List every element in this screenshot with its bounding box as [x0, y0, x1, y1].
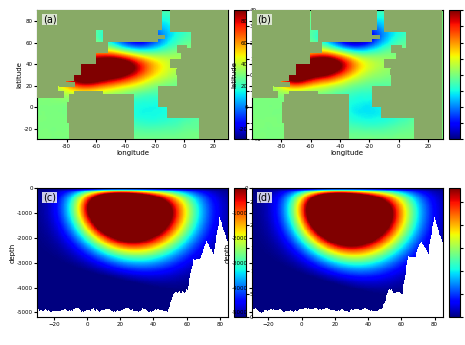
Text: (b): (b) — [258, 14, 272, 24]
Text: (a): (a) — [43, 14, 57, 24]
X-axis label: longitude: longitude — [116, 150, 149, 156]
Text: (d): (d) — [258, 192, 271, 202]
Text: (c): (c) — [43, 192, 56, 202]
Y-axis label: latitude: latitude — [17, 61, 23, 88]
X-axis label: longitude: longitude — [331, 150, 364, 156]
Y-axis label: latitude: latitude — [231, 61, 237, 88]
Y-axis label: depth: depth — [224, 243, 230, 263]
Y-axis label: depth: depth — [10, 243, 16, 263]
